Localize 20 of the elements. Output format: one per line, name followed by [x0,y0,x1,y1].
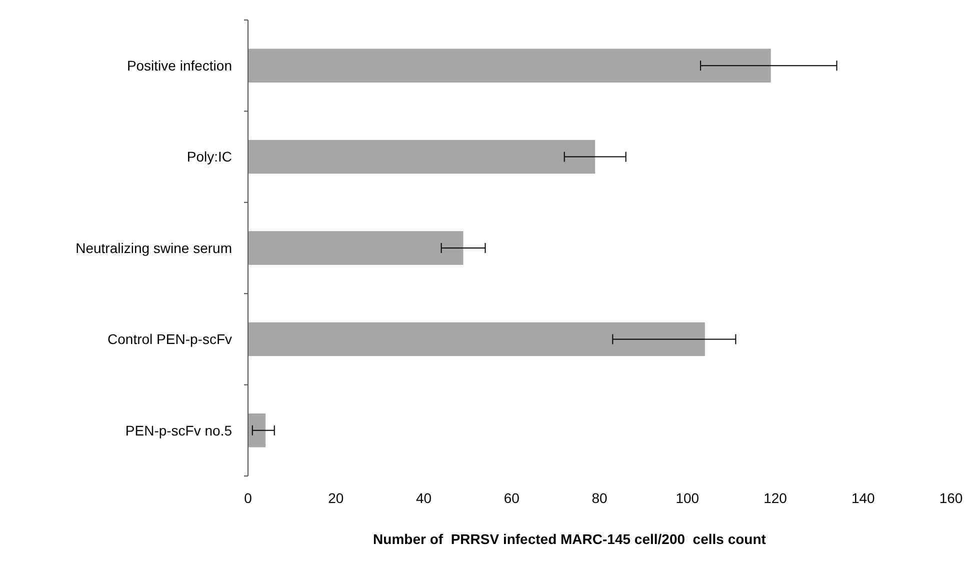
bar [248,140,596,174]
x-axis-title: Number of PRRSV infected MARC-145 cell/200 cells count [373,531,766,547]
x-tick-label: 40 [416,490,432,506]
x-tick-label: 80 [592,490,608,506]
y-tick-label: Poly:IC [186,148,232,165]
x-tick-label: 60 [504,490,520,506]
x-tick-label: 100 [676,490,700,506]
y-tick-label: Control PEN-p-scFv [108,331,232,348]
y-tick-label: Neutralizing swine serum [76,240,232,256]
bar [248,414,266,448]
x-tick-label: 120 [764,490,788,506]
bar [248,231,464,265]
x-tick-label: 160 [939,490,963,506]
x-tick-label: 140 [851,490,876,506]
y-tick-label: Positive infection [126,58,232,74]
bar [248,48,771,82]
x-tick-label: 0 [244,490,252,506]
y-tick-label: PEN-p-scFv no.5 [125,422,232,438]
bar [248,322,705,356]
x-tick-label: 20 [328,490,344,506]
